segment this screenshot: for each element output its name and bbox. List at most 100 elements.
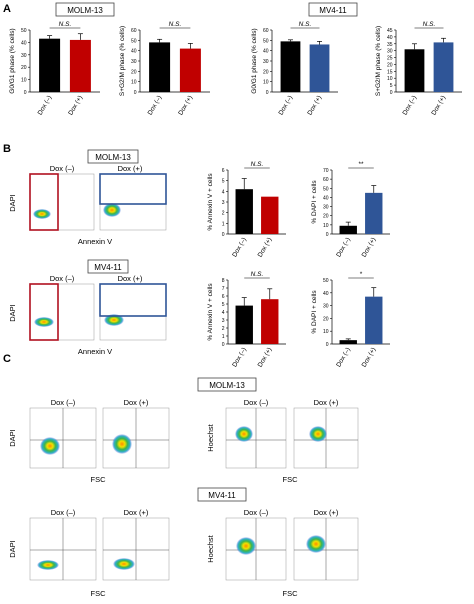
significance-label-a1: N.S.	[59, 21, 72, 28]
significance-label-a2: N.S.	[169, 21, 182, 28]
y-tick-label-b1-5: 5	[222, 179, 225, 185]
y-axis-label-b1: % Annexin V + cells	[207, 173, 214, 231]
y-tick-label-b2-3: 30	[323, 205, 329, 211]
y-tick-label-b4-3: 30	[323, 304, 329, 310]
flow-c-hoechst-label-1: Hoechst	[206, 423, 215, 451]
category-label-a1-0: Dox (–)	[37, 95, 54, 117]
flow-c-molm-dapi-neg: Dox (–)	[29, 398, 97, 469]
flow-b-annexin-label-2: Annexin V	[78, 347, 112, 356]
flow-b-molm-pos-title: Dox (+)	[118, 164, 143, 173]
y-tick-label-a1-2: 20	[21, 65, 27, 71]
title-c-molm13: MOLM-13	[209, 381, 245, 390]
y-tick-label-a2-5: 50	[131, 38, 137, 44]
flow-b-dapi-label-1: DAPI	[8, 194, 17, 212]
y-tick-label-b3-0: 0	[222, 342, 225, 348]
y-tick-label-a1-5: 50	[21, 28, 27, 34]
bar-a2-dox-pos	[179, 48, 201, 92]
flow-c-fsc-label-2: FSC	[283, 475, 299, 484]
category-label-b2-1: Dox (+)	[361, 237, 378, 259]
y-tick-label-a1-0: 0	[24, 90, 27, 96]
panel-label-a: A	[3, 3, 11, 15]
y-tick-label-b4-5: 50	[323, 278, 329, 284]
category-label-a3-1: Dox (+)	[306, 95, 323, 117]
y-tick-label-b3-3: 3	[222, 318, 225, 324]
bar-a3-dox-pos	[309, 44, 330, 92]
bar-chart-b1: 0 1 2 3 4 5 6 % Annexin V + cells Dox (–) Dox (+)…	[207, 161, 286, 259]
flow-c-molm-dapi-pos: Dox (+)	[102, 398, 170, 469]
y-axis-label-a4: S+G2/M phase (% cells)	[375, 26, 382, 96]
flow-c-molm-dapi-pos-title: Dox (+)	[124, 398, 149, 407]
y-tick-label-a4-8: 40	[387, 35, 393, 41]
bar-a4-dox-pos	[433, 42, 454, 92]
y-axis-label-b2: % DAPI + cells	[311, 180, 318, 224]
y-tick-label-a1-1: 10	[21, 78, 27, 84]
category-label-b4-0: Dox (–)	[335, 347, 352, 369]
bar-chart-b3: 0 1 2 3 4 5 6 7 8 % Annexin V + cells Dox (–) Dox (…	[207, 271, 286, 369]
category-label-b2-0: Dox (–)	[335, 237, 352, 259]
flow-c-mv-dapi-pos-title: Dox (+)	[124, 508, 149, 517]
y-tick-label-b2-0: 0	[326, 232, 329, 238]
flow-c-hoechst-label-2: Hoechst	[206, 534, 215, 562]
bar-b3-dox-pos	[261, 299, 279, 344]
y-tick-label-a3-5: 50	[263, 38, 269, 44]
y-tick-label-b4-2: 20	[323, 316, 329, 322]
category-label-b1-1: Dox (+)	[257, 237, 274, 259]
y-tick-label-a4-6: 30	[387, 49, 393, 55]
flow-c-mv-dapi-neg: Dox (–)	[29, 508, 97, 581]
y-axis-label-b3: % Annexin V + cells	[207, 283, 214, 341]
flow-c-mv-dapi-pos: Dox (+)	[102, 508, 170, 581]
bar-a3-dox-neg	[280, 41, 301, 92]
y-tick-label-b1-6: 6	[222, 168, 225, 174]
category-label-a2-0: Dox (–)	[147, 95, 164, 117]
y-tick-label-a2-3: 30	[131, 59, 137, 65]
category-label-b1-0: Dox (–)	[231, 237, 248, 259]
bar-b1-dox-neg	[235, 189, 253, 234]
y-tick-label-a4-7: 35	[387, 42, 393, 48]
flow-b-mv-neg: Dox (–)	[29, 274, 95, 341]
y-tick-label-a4-3: 15	[387, 69, 393, 75]
significance-label-b4: *	[360, 271, 363, 278]
flow-c-molm-dapi-neg-title: Dox (–)	[51, 398, 76, 407]
bar-b1-dox-pos	[261, 196, 279, 234]
y-tick-label-b1-0: 0	[222, 232, 225, 238]
y-tick-label-a4-0: 0	[390, 90, 393, 96]
title-b-molm13: MOLM-13	[95, 153, 131, 162]
bar-chart-b2: 0 10 20 30 40 50 60 70 % DAPI + cells Dox (–) Dox …	[311, 161, 390, 259]
bar-chart-a2: 0 10 20 30 40 50 60 S+G2/M phase (% cells) Dox (…	[119, 21, 210, 117]
y-tick-label-b4-4: 40	[323, 291, 329, 297]
category-label-a3-0: Dox (–)	[277, 95, 294, 117]
flow-c-mv-hoechst-pos: Dox (+)	[293, 508, 359, 581]
flow-b-annexin-label-1: Annexin V	[78, 237, 112, 246]
title-a-molm13: MOLM-13	[67, 6, 103, 15]
category-label-a4-1: Dox (+)	[430, 95, 447, 117]
flow-c-mv-hoechst-neg-title: Dox (–)	[244, 508, 269, 517]
flow-b-mv-pos-title: Dox (+)	[118, 274, 143, 283]
y-tick-label-a4-5: 25	[387, 56, 393, 62]
y-tick-label-b2-2: 20	[323, 214, 329, 220]
significance-label-b1: N.S.	[251, 161, 264, 168]
category-label-b4-1: Dox (+)	[361, 347, 378, 369]
flow-b-molm-neg: Dox (–)	[29, 164, 95, 231]
y-tick-label-a2-6: 60	[131, 28, 137, 34]
bar-chart-a3: 0 10 20 30 40 50 60 G0/G1 phase (% cells) Dox (–…	[251, 21, 338, 117]
flow-c-molm-hoechst-pos-title: Dox (+)	[314, 398, 339, 407]
y-tick-label-b1-2: 2	[222, 211, 225, 217]
y-tick-label-b3-6: 6	[222, 294, 225, 300]
flow-c-fsc-label-4: FSC	[283, 589, 299, 598]
title-a-mv411: MV4-11	[319, 6, 347, 15]
y-axis-label-a3: G0/G1 phase (% cells)	[251, 28, 258, 93]
category-label-a2-1: Dox (+)	[177, 95, 194, 117]
flow-b-mv-neg-title: Dox (–)	[50, 274, 75, 283]
y-tick-label-b1-1: 1	[222, 221, 225, 227]
flow-c-mv-hoechst-pos-title: Dox (+)	[314, 508, 339, 517]
category-label-a4-0: Dox (–)	[401, 95, 418, 117]
y-tick-label-b3-2: 2	[222, 326, 225, 332]
flow-c-dapi-label-1: DAPI	[8, 429, 17, 447]
bar-chart-b4: 0 10 20 30 40 50 % DAPI + cells Dox (–) Dox (+) *	[311, 271, 390, 369]
bar-a1-dox-neg	[39, 38, 61, 92]
y-axis-label-b4: % DAPI + cells	[311, 290, 318, 334]
y-tick-label-a2-1: 10	[131, 80, 137, 86]
y-tick-label-a2-4: 40	[131, 49, 137, 55]
y-tick-label-a3-1: 10	[263, 80, 269, 86]
